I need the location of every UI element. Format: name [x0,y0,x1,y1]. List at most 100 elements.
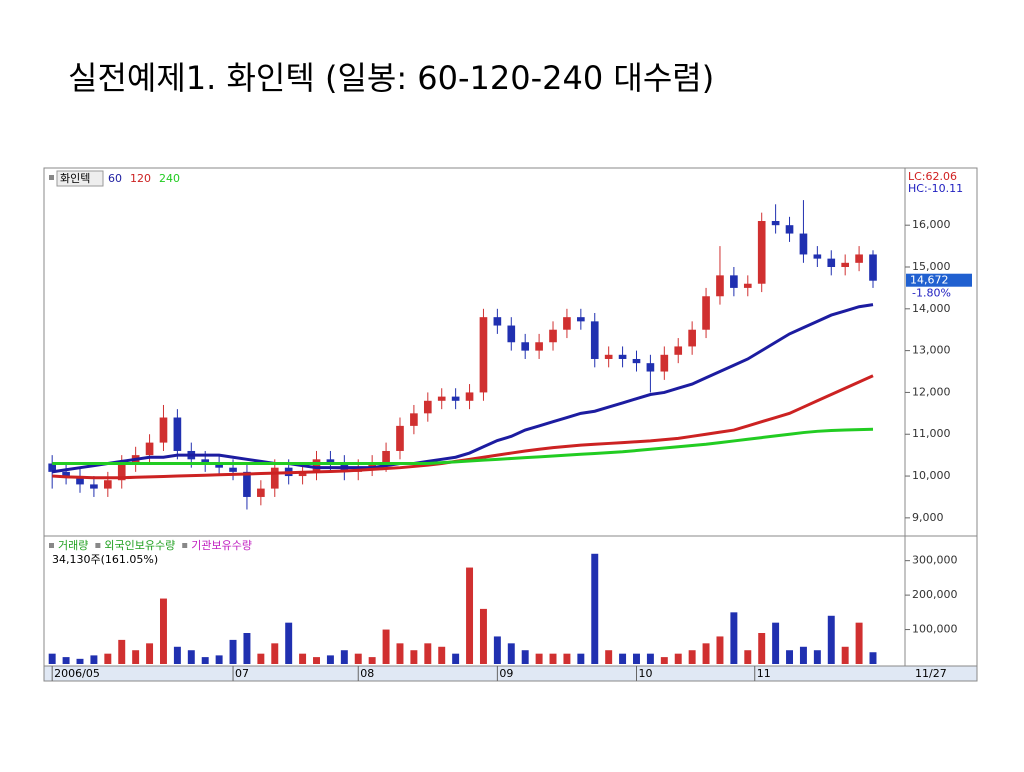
slide-title: 실전예제1. 화인텍 (일봉: 60-120-240 대수렴) [68,59,714,97]
candle-body [145,442,154,456]
candle-body [326,459,335,464]
volume-bar [619,653,627,664]
volume-bar [855,622,863,664]
candle-body [173,417,182,451]
volume-bar [758,633,766,664]
volume-bar [633,653,640,664]
candle-body [451,396,460,401]
volume-bar [257,653,265,664]
volume-bar [76,658,84,664]
y-tick-label: 300,000 [912,554,958,567]
candle-body [730,275,738,288]
legend-label: 거래량 [58,539,88,552]
volume-bar [104,653,112,664]
candle-body [785,225,794,234]
candle-body [215,463,223,468]
candle-body [312,459,321,472]
volume-bar [869,652,877,664]
candle-body [521,342,530,351]
candle-body [257,488,265,497]
volume-bar [313,657,320,664]
volume-bar [577,653,585,664]
ma-line [51,303,874,474]
candle-body [437,396,446,401]
volume-bar [424,643,432,664]
stock-name-box [56,170,104,187]
volume-bar [563,653,571,664]
volume-bar [187,650,195,664]
candle-body [62,471,70,477]
volume-bar [452,653,460,664]
candle-body [813,254,822,259]
volume-bar [118,639,126,664]
x-tick-label: 07 [235,667,249,680]
volume-bar [744,650,752,664]
volume-bar [688,650,696,664]
volume-bar [493,636,501,664]
hc-label: HC:-10.11 [908,182,963,195]
x-tick-label: 10 [638,667,652,680]
legend-marker [182,543,188,548]
volume-bar [702,643,710,664]
y-tick-label: 12,000 [912,385,951,398]
volume-bar [299,653,307,664]
legend-marker [49,543,54,548]
legend-label: 240 [159,172,180,185]
candle-body [117,463,126,481]
candle-body [382,450,390,464]
volume-bar [368,657,376,664]
legend-marker [49,175,54,180]
volume-bar [730,612,738,664]
volume-bar [591,553,599,664]
candle-body [855,254,863,263]
candle-body [423,400,432,414]
x-tick-label: 2006/05 [54,667,100,680]
candle-body [604,354,613,359]
volume-bar [827,615,835,664]
candle-body [229,467,237,472]
volume-bar [48,653,56,664]
volume-bar [340,650,348,664]
candle-body [159,417,168,443]
volume-bar [674,653,682,664]
volume-bar [716,636,724,664]
candle-body [243,471,251,497]
legend-label: 120 [130,172,151,185]
candle-body [48,463,56,472]
candle-body [799,233,808,255]
candle-body [590,321,599,359]
y-tick-label: 13,000 [912,344,951,357]
candle-body [396,425,404,451]
candle-body [493,317,502,326]
volume-bar [438,646,446,664]
volume-bar [271,643,279,664]
y-tick-label: 100,000 [912,623,958,636]
candle-body [76,476,84,485]
candle-body [841,262,850,267]
candle-body [646,363,655,372]
legend-label: 기관보유수량 [191,539,252,552]
candle-body [660,354,669,372]
candle-body [577,317,585,322]
candle-body [270,467,279,489]
candle-body [103,480,112,489]
candle-body [368,463,376,468]
volume-bar [646,653,654,664]
volume-bar [799,646,807,664]
x-tick-label: 09 [499,667,513,680]
ma-line [52,427,874,466]
date-label: 11/27 [915,667,947,680]
date-strip [43,665,978,682]
y-tick-label: 16,000 [912,218,951,231]
chart-frame [43,167,978,682]
lc-label: LC:62.06 [908,170,957,183]
volume-bar [786,650,794,664]
legend-marker [95,543,101,548]
y-tick-label: 15,000 [912,260,951,273]
candle-body [702,296,710,330]
volume-summary: 34,130주(161.05%) [52,553,158,566]
volume-bar [215,655,223,664]
volume-bar [173,646,181,664]
volume-bar [507,643,515,664]
